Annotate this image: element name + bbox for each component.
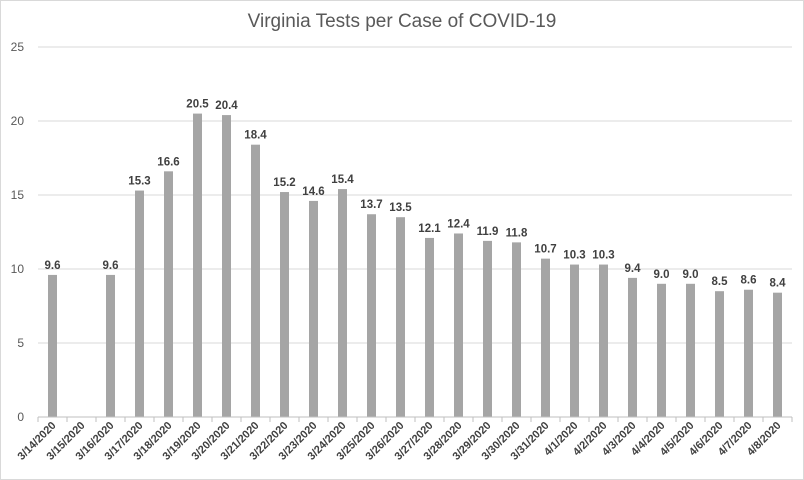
bar	[251, 144, 260, 417]
data-label: 8.4	[770, 278, 787, 290]
data-label: 9.6	[103, 260, 119, 272]
data-label: 8.5	[712, 276, 729, 288]
data-label: 12.4	[447, 218, 470, 230]
bar	[570, 264, 579, 417]
bar	[309, 200, 318, 417]
data-labels: 9.6 9.6 15.3 16.6 20.5 20.4 18.4 15.2 14.6 15.4 13…	[45, 99, 787, 290]
bar	[48, 274, 57, 417]
bar	[599, 264, 608, 417]
data-label: 20.4	[215, 100, 238, 112]
data-label: 16.6	[157, 156, 179, 168]
bar	[483, 240, 492, 417]
bar	[222, 115, 231, 417]
bar	[541, 258, 550, 417]
data-label: 10.3	[592, 250, 614, 262]
chart-title: Virginia Tests per Case of COVID-19	[248, 11, 557, 32]
data-label: 8.6	[741, 275, 757, 287]
data-label: 9.6	[45, 260, 61, 272]
y-tick-label: 20	[11, 114, 25, 128]
data-label: 9.4	[625, 263, 642, 275]
y-tick-label: 0	[17, 410, 24, 424]
data-label: 15.3	[128, 176, 150, 188]
bar	[715, 291, 724, 417]
bar	[744, 289, 753, 417]
data-label: 13.7	[360, 199, 382, 211]
bar	[454, 233, 463, 417]
y-axis-ticks: 0 5 10 15 20 25	[11, 40, 25, 424]
data-label: 10.3	[563, 250, 585, 262]
y-tick-label: 10	[11, 262, 25, 276]
data-label: 13.5	[389, 202, 412, 214]
bar	[193, 113, 202, 417]
bar	[773, 292, 782, 417]
y-tick-label: 5	[17, 336, 24, 350]
bar	[657, 283, 666, 417]
bars	[48, 113, 782, 417]
data-label: 11.9	[477, 226, 499, 238]
bar	[396, 217, 405, 417]
bar	[367, 214, 376, 417]
data-label: 12.1	[418, 223, 441, 235]
data-label: 15.4	[331, 174, 354, 186]
data-label: 18.4	[244, 130, 267, 142]
data-label: 20.5	[186, 99, 209, 111]
y-tick-label: 15	[11, 188, 25, 202]
data-label: 14.6	[302, 186, 324, 198]
bar	[280, 192, 289, 417]
bar	[338, 189, 347, 417]
gridlines	[38, 46, 792, 344]
bar	[512, 242, 521, 417]
data-label: 15.2	[273, 177, 295, 189]
bar	[106, 274, 115, 417]
data-label: 9.0	[683, 269, 699, 281]
bar	[628, 277, 637, 417]
bar	[425, 237, 434, 417]
data-label: 11.8	[506, 227, 528, 239]
y-tick-label: 25	[11, 40, 25, 54]
bar	[135, 190, 144, 417]
data-label: 9.0	[654, 269, 670, 281]
data-label: 10.7	[534, 244, 556, 256]
bar	[686, 283, 695, 417]
bar	[164, 171, 173, 417]
